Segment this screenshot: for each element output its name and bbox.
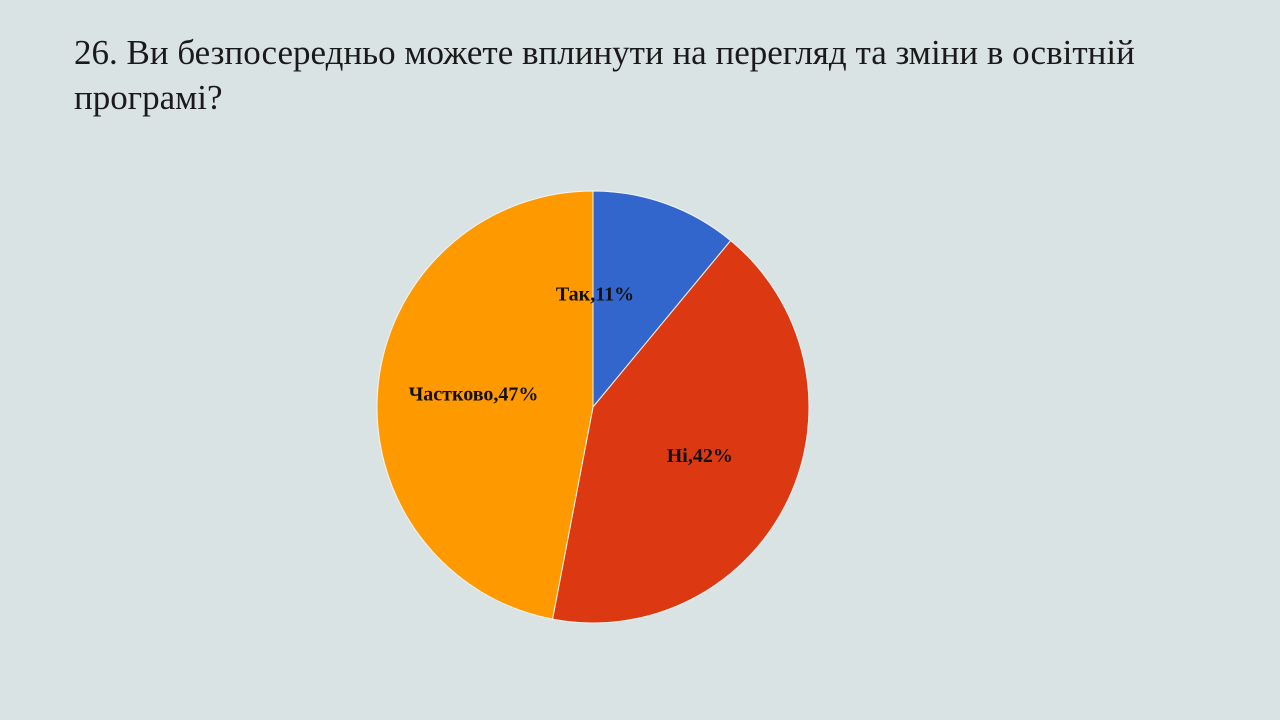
pie-slice-label-1: Так,11% — [556, 284, 634, 306]
pie-slice-1 — [592, 190, 732, 409]
pie-slice-3 — [376, 190, 594, 620]
pie-slice-label-2: Ні,42% — [667, 445, 733, 467]
pie-slice-2 — [551, 239, 810, 624]
pie-slice-label-3: Частково,47% — [409, 383, 539, 405]
slide-title: 26. Ви безпосередньо можете вплинути на … — [74, 33, 1135, 117]
